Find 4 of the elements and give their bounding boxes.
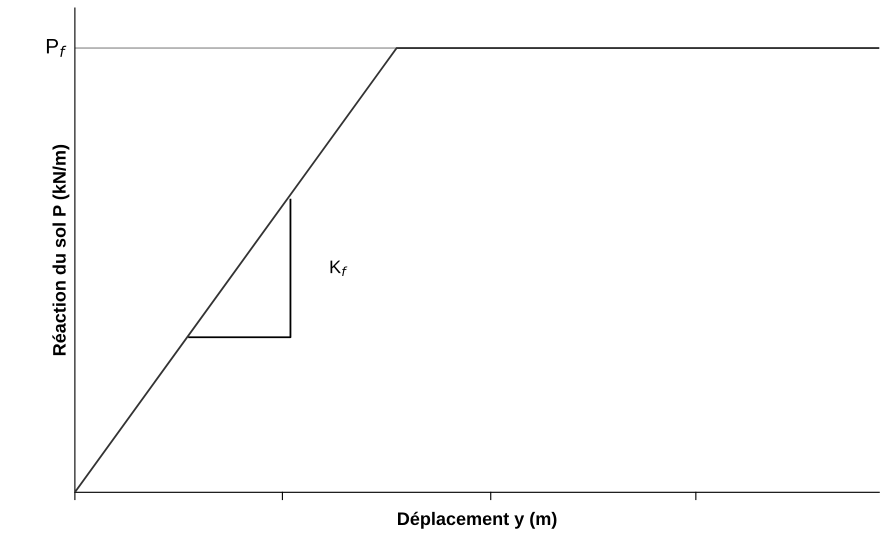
- annotation: K$_{f}$: [330, 260, 348, 276]
- x-axis-title: Déplacement y (m): [398, 512, 556, 529]
- y-axis-title: Réaction du sol P (kN/m): [52, 144, 70, 356]
- ref-line-label: P$_{f}$: [46, 39, 66, 57]
